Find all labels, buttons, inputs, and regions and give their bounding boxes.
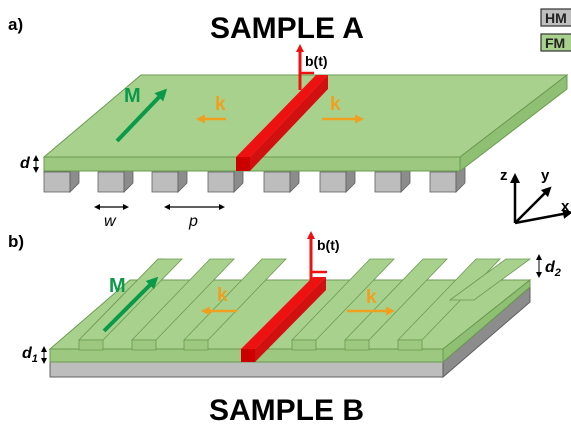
fm-stripe [397, 258, 501, 351]
thickness-label-a: d [20, 155, 31, 172]
k-left-label-a: k [215, 94, 226, 115]
fm-stripe [344, 258, 448, 351]
fm-stripe [131, 258, 235, 351]
magnetization-label-b: M [109, 275, 126, 297]
k-right-label-b: k [366, 287, 377, 308]
width-label: w [104, 213, 117, 230]
antenna-b [241, 277, 326, 362]
fm-stripe [291, 258, 395, 351]
panel-b-title: SAMPLE B [209, 394, 364, 427]
magnetization-label-a: M [124, 85, 141, 107]
y-axis [514, 186, 552, 224]
fm-stripe [183, 258, 287, 351]
antenna-a [236, 75, 328, 171]
magnetization-arrow-a [115, 88, 168, 143]
panel-a-title: SAMPLE A [210, 12, 364, 45]
field-label-b: b(t) [317, 237, 340, 253]
fm-stripe [448, 258, 532, 301]
coordinate-axes: z y x [500, 167, 571, 225]
legend: HM FM [540, 8, 571, 52]
legend-label-hm: HM [545, 10, 567, 26]
period-label: p [188, 213, 198, 230]
field-label-a: b(t) [305, 53, 328, 69]
magnetization-arrow-b [102, 276, 159, 333]
x-axis [514, 209, 571, 225]
thickness1-label: d1 [22, 345, 38, 365]
panel-a: a) SAMPLE A [8, 12, 569, 230]
x-axis-label: x [561, 198, 570, 215]
legend-swatch-hm [540, 8, 571, 27]
k-left-label-b: k [217, 285, 228, 306]
panel-b-tag: b) [8, 232, 24, 251]
legend-label-fm: FM [545, 35, 565, 51]
panel-b: b) SAMPLE B [8, 231, 561, 427]
y-axis-label: y [541, 167, 550, 184]
legend-swatch-fm [540, 33, 571, 52]
panel-a-tag: a) [8, 15, 23, 34]
k-right-label-a: k [330, 94, 341, 115]
z-axis-label: z [500, 167, 508, 184]
hm-block [97, 162, 134, 193]
thickness2-label: d2 [545, 259, 561, 279]
fm-layer-a [42, 73, 569, 173]
